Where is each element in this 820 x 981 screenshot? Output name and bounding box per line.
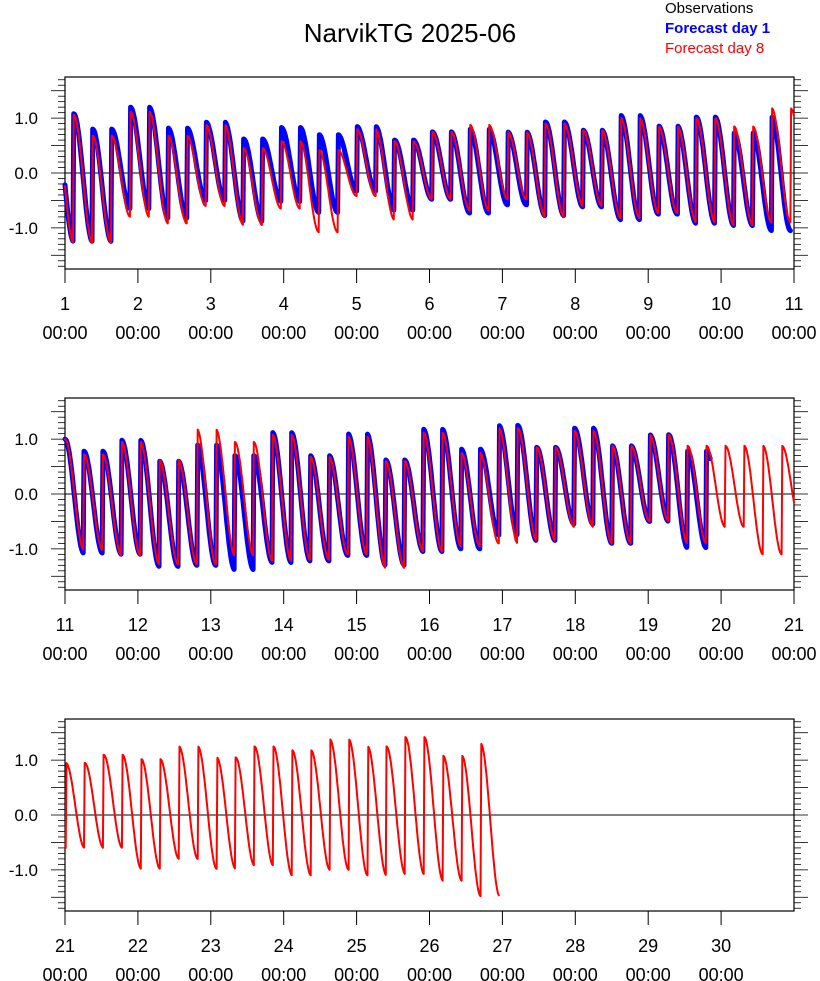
x-tick-label-day: 29: [638, 936, 658, 956]
x-tick-label-time: 00:00: [480, 965, 525, 981]
x-tick-label-time: 00:00: [42, 644, 87, 664]
x-tick-label-day: 18: [565, 615, 585, 635]
x-tick-label-day: 19: [638, 615, 658, 635]
x-tick-label-time: 00:00: [115, 965, 160, 981]
x-tick-label-day: 11: [56, 615, 75, 635]
x-tick-label-time: 00:00: [115, 323, 160, 343]
x-tick-label-time: 00:00: [699, 644, 744, 664]
legend-entry-forecast-day-8: Forecast day 8: [665, 40, 764, 57]
series-line-forecast-day-8: [64, 427, 795, 569]
x-tick-label-time: 00:00: [334, 965, 379, 981]
x-tick-label-day: 17: [492, 615, 512, 635]
x-tick-label-day: 4: [279, 294, 289, 314]
x-tick-label-day: 8: [570, 294, 580, 314]
x-tick-label-time: 00:00: [261, 323, 306, 343]
x-tick-label-time: 00:00: [553, 644, 598, 664]
y-tick-label: -1.0: [9, 219, 38, 238]
x-tick-label-day: 10: [711, 294, 731, 314]
x-tick-label-time: 00:00: [407, 965, 452, 981]
x-tick-label-day: 20: [711, 615, 731, 635]
series-line-forecast-day-8: [64, 107, 795, 244]
x-tick-label-day: 24: [274, 936, 294, 956]
x-tick-label-day: 23: [201, 936, 221, 956]
y-tick-label: 0.0: [14, 806, 38, 825]
panel-3: 1.0 0.0 -1.0 21 00:00 22 00:00 23 00:00 24 00:00 25…: [9, 718, 808, 981]
panel-2: 1.0 0.0 -1.0 11 00:00 12 00:00 13 00:00 14 00:00 15…: [9, 397, 817, 664]
x-tick-label-time: 00:00: [42, 323, 87, 343]
x-tick-label-day: 16: [419, 615, 439, 635]
x-tick-label-day: 2: [133, 294, 143, 314]
y-tick-label: 1.0: [14, 751, 38, 770]
x-tick-label-day: 11: [785, 294, 804, 314]
x-tick-label-time: 00:00: [699, 965, 744, 981]
y-tick-label: 1.0: [14, 109, 38, 128]
x-tick-label-time: 00:00: [334, 323, 379, 343]
legend-entry-forecast-day-1: Forecast day 1: [665, 20, 770, 37]
x-tick-label-time: 00:00: [699, 323, 744, 343]
x-tick-label-day: 22: [128, 936, 148, 956]
x-tick-label-day: 14: [274, 615, 294, 635]
x-tick-label-day: 5: [352, 294, 362, 314]
x-tick-label-day: 26: [419, 936, 439, 956]
x-tick-label-day: 27: [492, 936, 512, 956]
y-tick-label: 0.0: [14, 164, 38, 183]
y-tick-label: 0.0: [14, 485, 38, 504]
y-tick-label: -1.0: [9, 540, 38, 559]
x-tick-label-time: 00:00: [626, 323, 671, 343]
x-tick-label-day: 15: [347, 615, 367, 635]
x-tick-label-time: 00:00: [480, 323, 525, 343]
x-tick-label-day: 21: [784, 615, 804, 635]
x-tick-label-time: 00:00: [626, 644, 671, 664]
x-tick-label-time: 00:00: [771, 323, 816, 343]
x-tick-label-day: 12: [128, 615, 148, 635]
panel-1: 1.0 0.0 -1.0 1 00:00 2 00:00 3 00:00 4 00:00 5 00:00…: [9, 76, 817, 343]
legend: Observations Forecast day 1 Forecast day…: [665, 0, 770, 57]
series-line-forecast-day-1: [62, 104, 793, 244]
x-tick-label-day: 25: [347, 936, 367, 956]
x-tick-label-time: 00:00: [188, 644, 233, 664]
x-tick-label-time: 00:00: [407, 644, 452, 664]
x-tick-label-day: 21: [55, 936, 75, 956]
x-tick-label-time: 00:00: [771, 644, 816, 664]
legend-entry-observations: Observations: [665, 0, 753, 17]
x-tick-label-day: 6: [424, 294, 434, 314]
series-line-forecast-day-8: [64, 736, 500, 898]
x-tick-label-time: 00:00: [188, 965, 233, 981]
x-tick-label-time: 00:00: [188, 323, 233, 343]
y-tick-label: 1.0: [14, 430, 38, 449]
x-tick-label-day: 1: [60, 294, 70, 314]
x-tick-label-time: 00:00: [480, 644, 525, 664]
y-tick-label: -1.0: [9, 861, 38, 880]
x-tick-label-day: 3: [206, 294, 216, 314]
x-tick-label-time: 00:00: [553, 965, 598, 981]
x-tick-label-time: 00:00: [626, 965, 671, 981]
x-tick-label-day: 7: [497, 294, 507, 314]
chart-title: NarvikTG 2025-06: [304, 18, 516, 48]
x-tick-label-day: 30: [711, 936, 731, 956]
x-tick-label-time: 00:00: [261, 644, 306, 664]
x-tick-label-day: 9: [643, 294, 653, 314]
x-tick-label-day: 13: [201, 615, 221, 635]
x-tick-label-time: 00:00: [42, 965, 87, 981]
x-tick-label-time: 00:00: [407, 323, 452, 343]
x-tick-label-time: 00:00: [261, 965, 306, 981]
x-tick-label-day: 28: [565, 936, 585, 956]
x-tick-label-time: 00:00: [334, 644, 379, 664]
x-tick-label-time: 00:00: [553, 323, 598, 343]
x-tick-label-time: 00:00: [115, 644, 160, 664]
